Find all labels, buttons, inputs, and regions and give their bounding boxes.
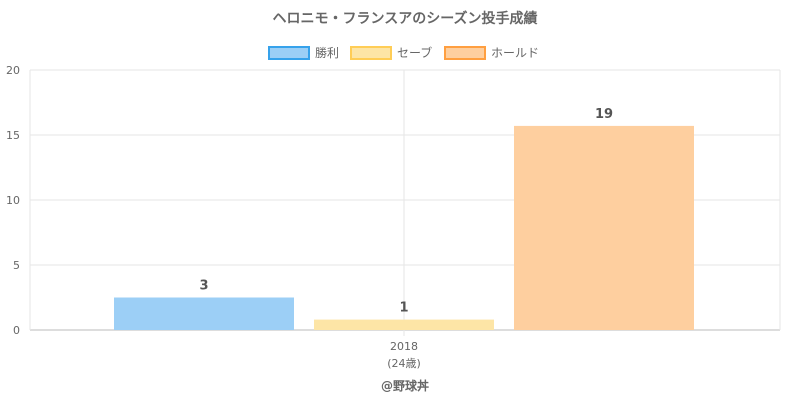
bar-2 <box>314 319 494 330</box>
y-tick-label: 5 <box>13 259 20 272</box>
legend-swatch <box>268 46 310 60</box>
bars-group <box>114 125 694 331</box>
y-tick-label: 20 <box>6 64 20 77</box>
bar-1 <box>114 297 294 330</box>
legend-item-3[interactable]: ホールド <box>444 46 539 60</box>
legend-swatch <box>444 46 486 60</box>
legend-swatch <box>350 46 392 60</box>
legend-item-1[interactable]: 勝利 <box>268 45 339 60</box>
legend-label: セーブ <box>397 45 432 60</box>
chart-title: ヘロニモ・フランスアのシーズン投手成績 <box>272 10 537 27</box>
data-label-3: 19 <box>595 107 613 122</box>
y-axis-ticks: 0 5 10 15 20 <box>6 64 20 337</box>
bar-3 <box>514 125 694 331</box>
data-label-2: 1 <box>399 301 408 316</box>
footer-credit: @野球丼 <box>381 378 429 393</box>
legend: 勝利 セーブ ホールド <box>268 45 539 60</box>
legend-item-2[interactable]: セーブ <box>350 45 432 60</box>
legend-label: 勝利 <box>315 45 339 60</box>
y-tick-label: 10 <box>6 194 20 207</box>
y-tick-label: 15 <box>6 129 20 142</box>
legend-label: ホールド <box>491 46 539 60</box>
x-tick-sublabel: (24歳) <box>387 357 421 370</box>
y-tick-label: 0 <box>13 324 20 337</box>
x-axis-ticks: 2018 (24歳) <box>387 340 421 370</box>
data-label-1: 3 <box>199 279 208 294</box>
data-labels-group: 3 1 19 <box>199 107 613 316</box>
x-tick-label: 2018 <box>390 340 418 353</box>
